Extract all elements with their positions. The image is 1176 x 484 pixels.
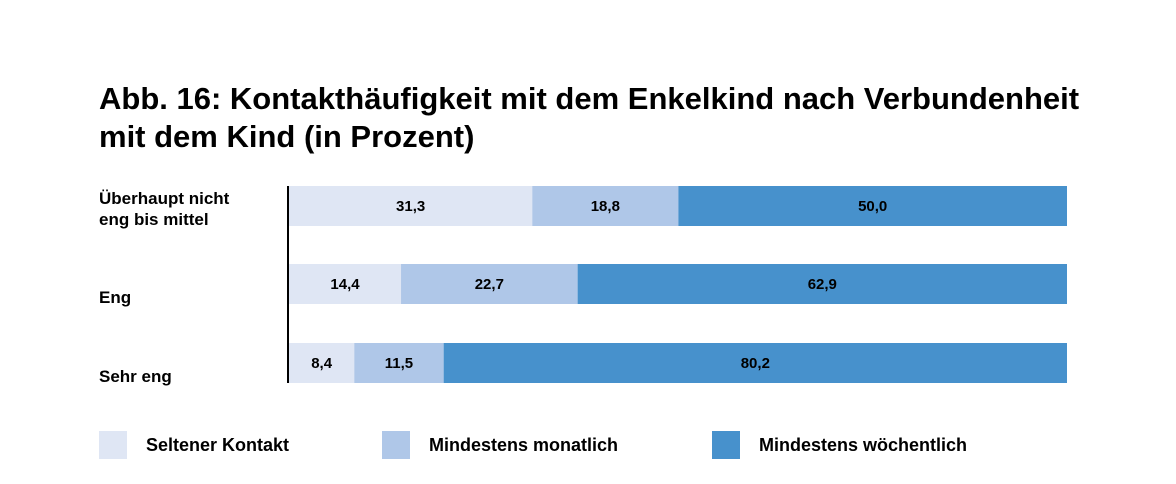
bar-segment xyxy=(289,186,533,226)
bar-value-label: 8,4 xyxy=(311,355,333,372)
bar-value-label: 62,9 xyxy=(808,276,837,293)
bar-value-label: 50,0 xyxy=(858,198,887,215)
bar-value-label: 22,7 xyxy=(475,276,504,293)
chart-title-line-1: Abb. 16: Kontakthäufigkeit mit dem Enkel… xyxy=(99,81,1080,116)
legend-swatch xyxy=(99,431,127,459)
bar-value-label: 11,5 xyxy=(385,355,413,372)
bar-segment xyxy=(443,343,1067,383)
bar-value-label: 14,4 xyxy=(330,276,360,293)
chart-title: Abb. 16: Kontakthäufigkeit mit dem Enkel… xyxy=(99,80,1139,156)
row-label-line: Sehr eng xyxy=(99,367,172,386)
bar-segment xyxy=(289,343,355,383)
legend-label: Mindestens wöchentlich xyxy=(759,434,968,455)
legend-item-mindestens-monatlich: Mindestens monatlich xyxy=(382,431,618,459)
bar-value-label: 18,8 xyxy=(591,198,620,215)
row-label-line: Eng xyxy=(99,288,132,307)
legend-item-seltener-kontakt: Seltener Kontakt xyxy=(99,431,289,459)
row-label-eng: Eng xyxy=(99,287,131,308)
chart-title-line-2: mit dem Kind (in Prozent) xyxy=(99,119,475,154)
row-label-line: Überhaupt nicht xyxy=(99,189,230,208)
bar-value-label: 31,3 xyxy=(396,198,425,215)
legend-label: Seltener Kontakt xyxy=(146,434,290,455)
bar-value-label: 80,2 xyxy=(741,355,770,372)
legend-swatch xyxy=(712,431,740,459)
bar-segment xyxy=(401,264,578,304)
bar-segment xyxy=(532,186,679,226)
legend-swatch xyxy=(382,431,410,459)
bar-segment xyxy=(354,343,444,383)
row-label-sehr-eng: Sehr eng xyxy=(99,366,172,387)
legend-item-mindestens-woechentlich: Mindestens wöchentlich xyxy=(712,431,967,459)
row-label-line: eng bis mittel xyxy=(99,210,209,229)
bar-segment xyxy=(678,186,1067,226)
bar-segment xyxy=(289,264,402,304)
bar-segment xyxy=(577,264,1067,304)
row-label-ueberhaupt-nicht-eng: Überhaupt nicht eng bis mittel xyxy=(99,188,229,230)
legend-label: Mindestens monatlich xyxy=(429,434,619,455)
